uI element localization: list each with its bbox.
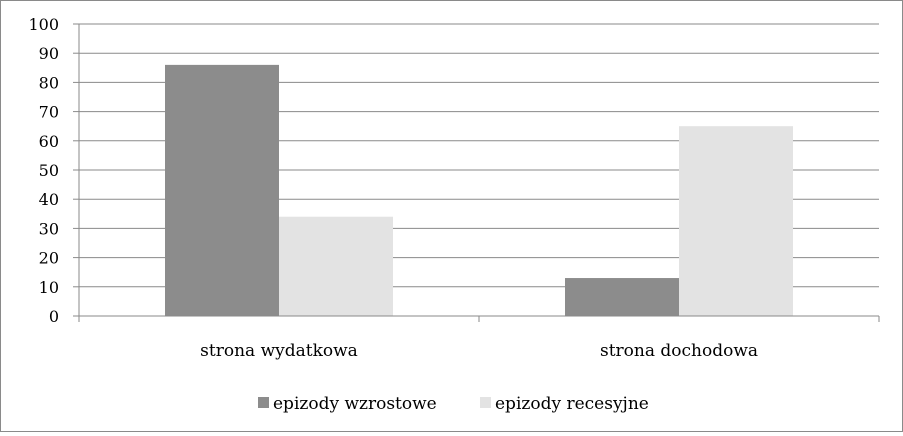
bars (165, 64, 793, 316)
y-tick-label: 80 (39, 73, 59, 92)
x-axis-category-labels: strona wydatkowa strona dochodowa (200, 341, 758, 361)
y-tick-label: 70 (39, 103, 59, 122)
legend-swatch (480, 397, 491, 408)
bar-epizody-recesyjne-1 (679, 126, 793, 316)
y-tick-label: 100 (28, 15, 59, 34)
y-tick-label: 50 (39, 161, 59, 180)
axes (78, 24, 880, 322)
bar-epizody-recesyjne-0 (279, 216, 393, 316)
legend: epizody wzrostowe epizody recesyjne (258, 394, 649, 414)
x-category-label: strona dochodowa (600, 341, 758, 361)
y-axis-tick-labels: 0 10 20 30 40 50 60 70 80 90 100 (28, 15, 59, 326)
y-tick-label: 30 (39, 219, 59, 238)
y-tick-label: 0 (49, 307, 59, 326)
bar-epizody-wzrostowe-0 (165, 64, 279, 316)
y-tick-label: 40 (39, 190, 59, 209)
bar-epizody-wzrostowe-1 (565, 278, 679, 316)
x-category-label: strona wydatkowa (200, 341, 358, 361)
y-tick-label: 60 (39, 132, 59, 151)
legend-swatch (258, 397, 269, 408)
y-tick-label: 10 (39, 278, 59, 297)
y-tick-label: 90 (39, 44, 59, 63)
legend-label: epizody wzrostowe (273, 394, 437, 414)
y-tick-label: 20 (39, 249, 59, 268)
legend-label: epizody recesyjne (495, 394, 649, 414)
